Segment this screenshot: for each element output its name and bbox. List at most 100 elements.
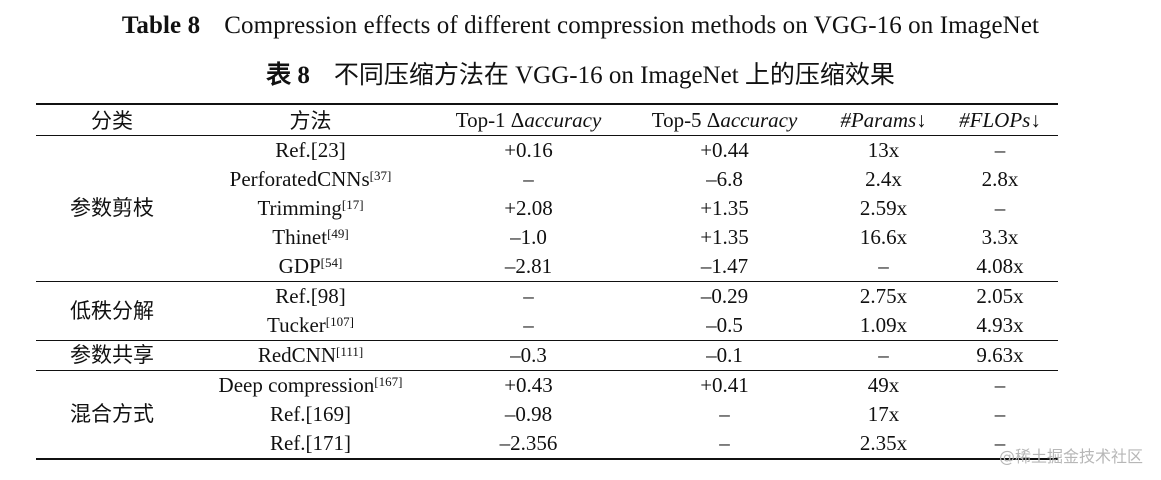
top5-cell: –0.29 — [700, 284, 749, 308]
top1-cell: –2.81 — [504, 254, 553, 278]
params-cell: 17x — [867, 402, 900, 426]
flops-cell: 4.08x — [976, 254, 1024, 278]
top1-cell: –2.356 — [499, 431, 558, 455]
citation-ref: [111] — [335, 344, 364, 359]
method-cell: Thinet[49] — [188, 223, 433, 252]
method-name: GDP — [278, 254, 321, 278]
top5-cell: – — [719, 431, 730, 455]
table-row: PerforatedCNNs[37] – –6.8 2.4x 2.8x — [36, 165, 1058, 194]
citation-ref: [37] — [369, 168, 392, 183]
header-row: 分类 方法 Top-1 Δaccuracy Top-5 Δaccuracy #P… — [36, 103, 1058, 136]
table-caption-en: Table 8 Compression effects of different … — [0, 12, 1161, 40]
header-category: 分类 — [36, 103, 188, 136]
method-cell: Ref.[98] — [188, 282, 433, 312]
top1-cell: +2.08 — [504, 196, 553, 220]
header-top1-text: Top-1 Δaccuracy — [455, 107, 602, 132]
citation-ref: [167] — [374, 374, 403, 389]
header-method: 方法 — [188, 103, 433, 136]
method-name: Trimming — [257, 196, 342, 220]
category-cell: 参数共享 — [70, 343, 154, 367]
table-title-en: Compression effects of different compres… — [224, 12, 1040, 39]
method-name: Ref.[23] — [275, 138, 346, 162]
method-name: Tucker — [267, 313, 326, 337]
header-top5-text: Top-5 Δaccuracy — [651, 107, 798, 132]
method-cell: RedCNN[111] — [188, 341, 433, 371]
method-name: Deep compression — [218, 373, 375, 397]
method-cell: Ref.[169] — [188, 400, 433, 429]
method-name: Ref.[169] — [269, 402, 352, 426]
flops-cell: 2.05x — [976, 284, 1024, 308]
flops-cell: 4.93x — [976, 313, 1024, 337]
flops-cell: – — [994, 402, 1006, 426]
flops-cell: 2.8x — [981, 167, 1019, 191]
params-cell: 1.09x — [859, 313, 908, 337]
top1-cell: –0.98 — [504, 402, 553, 426]
table-row: Ref.[171] –2.356 – 2.35x – — [36, 429, 1058, 459]
table-row: Tucker[107] – –0.5 1.09x 4.93x — [36, 311, 1058, 341]
top1-cell: +0.43 — [504, 373, 553, 397]
category-cell: 参数剪枝 — [70, 196, 154, 220]
watermark: @稀土掘金技术社区 — [998, 447, 1143, 466]
top1-cell: – — [523, 167, 534, 191]
top5-cell: +1.35 — [700, 225, 749, 249]
top5-cell: +1.35 — [700, 196, 749, 220]
table-group: 参数共享 RedCNN[111] –0.3 –0.1 – 9.63x — [36, 340, 1058, 371]
table-label-zh: 表 8 — [266, 62, 310, 89]
top5-cell: +0.41 — [700, 373, 749, 397]
top5-cell: +0.44 — [700, 138, 749, 162]
table-label-en: Table 8 — [121, 12, 201, 39]
params-cell: 2.75x — [859, 284, 908, 308]
method-cell: Ref.[23] — [188, 136, 433, 166]
header-params: #Params↓ — [825, 103, 942, 136]
table-row: 低秩分解 Ref.[98] – –0.29 2.75x 2.05x — [36, 282, 1058, 323]
table-row: 混合方式 Deep compression[167] +0.43 +0.41 49x – — [36, 371, 1058, 426]
params-cell: 2.4x — [865, 167, 902, 191]
method-name: Ref.[171] — [269, 431, 352, 455]
params-cell: 16.6x — [859, 225, 908, 249]
params-cell: – — [878, 343, 889, 367]
method-cell: Tucker[107] — [188, 311, 433, 341]
table-row: Trimming[17] +2.08 +1.35 2.59x – — [36, 194, 1058, 223]
method-cell: PerforatedCNNs[37] — [188, 165, 433, 194]
table-row: 参数共享 RedCNN[111] –0.3 –0.1 – 9.63x — [36, 341, 1058, 371]
params-cell: 13x — [867, 138, 900, 162]
method-cell: Deep compression[167] — [188, 371, 433, 401]
category-cell: 混合方式 — [70, 402, 154, 426]
header-italic-part: accuracy — [524, 107, 602, 132]
method-name: Thinet — [272, 225, 328, 249]
params-cell: 2.59x — [859, 196, 908, 220]
top5-cell: –1.47 — [700, 254, 749, 278]
top5-cell: –0.1 — [706, 343, 743, 367]
table-title-zh: 不同压缩方法在 VGG-16 on ImageNet 上的压缩效果 — [333, 62, 895, 89]
params-cell: 2.35x — [859, 431, 908, 455]
method-cell: GDP[54] — [188, 252, 433, 282]
method-name: RedCNN — [257, 343, 336, 367]
citation-ref: [107] — [325, 314, 354, 329]
citation-ref: [54] — [320, 255, 343, 270]
table-caption-zh: 表 8 不同压缩方法在 VGG-16 on ImageNet 上的压缩效果 — [0, 55, 1161, 91]
table-row: Thinet[49] –1.0 +1.35 16.6x 3.3x — [36, 223, 1058, 252]
top1-cell: +0.16 — [504, 138, 553, 162]
table-group: 混合方式 Deep compression[167] +0.43 +0.41 49x – R… — [36, 370, 1058, 459]
top1-cell: – — [523, 284, 534, 308]
header-top1: Top-1 Δaccuracy — [433, 103, 624, 136]
table-group: 参数剪枝 Ref.[23] +0.16 +0.44 13x – PerforatedCNNs… — [36, 136, 1058, 282]
header-top5: Top-5 Δaccuracy — [624, 103, 825, 136]
flops-cell: 3.3x — [981, 225, 1019, 249]
flops-cell: – — [994, 431, 1006, 455]
flops-cell: – — [994, 138, 1006, 162]
method-name: PerforatedCNNs — [229, 167, 370, 191]
top1-cell: –0.3 — [510, 343, 547, 367]
header-italic-part: accuracy — [720, 107, 798, 132]
table-row: Ref.[169] –0.98 – 17x – — [36, 400, 1058, 429]
method-cell: Ref.[171] — [188, 429, 433, 459]
citation-ref: [49] — [327, 226, 349, 241]
method-cell: Trimming[17] — [188, 194, 433, 223]
top5-cell: –0.5 — [706, 313, 743, 337]
flops-cell: 9.63x — [976, 343, 1024, 367]
header-flops: #FLOPs↓ — [942, 103, 1058, 136]
params-cell: 49x — [867, 373, 900, 397]
top1-cell: – — [523, 313, 534, 337]
method-name: Ref.[98] — [275, 284, 346, 308]
table-row: 参数剪枝 Ref.[23] +0.16 +0.44 13x – — [36, 136, 1058, 220]
